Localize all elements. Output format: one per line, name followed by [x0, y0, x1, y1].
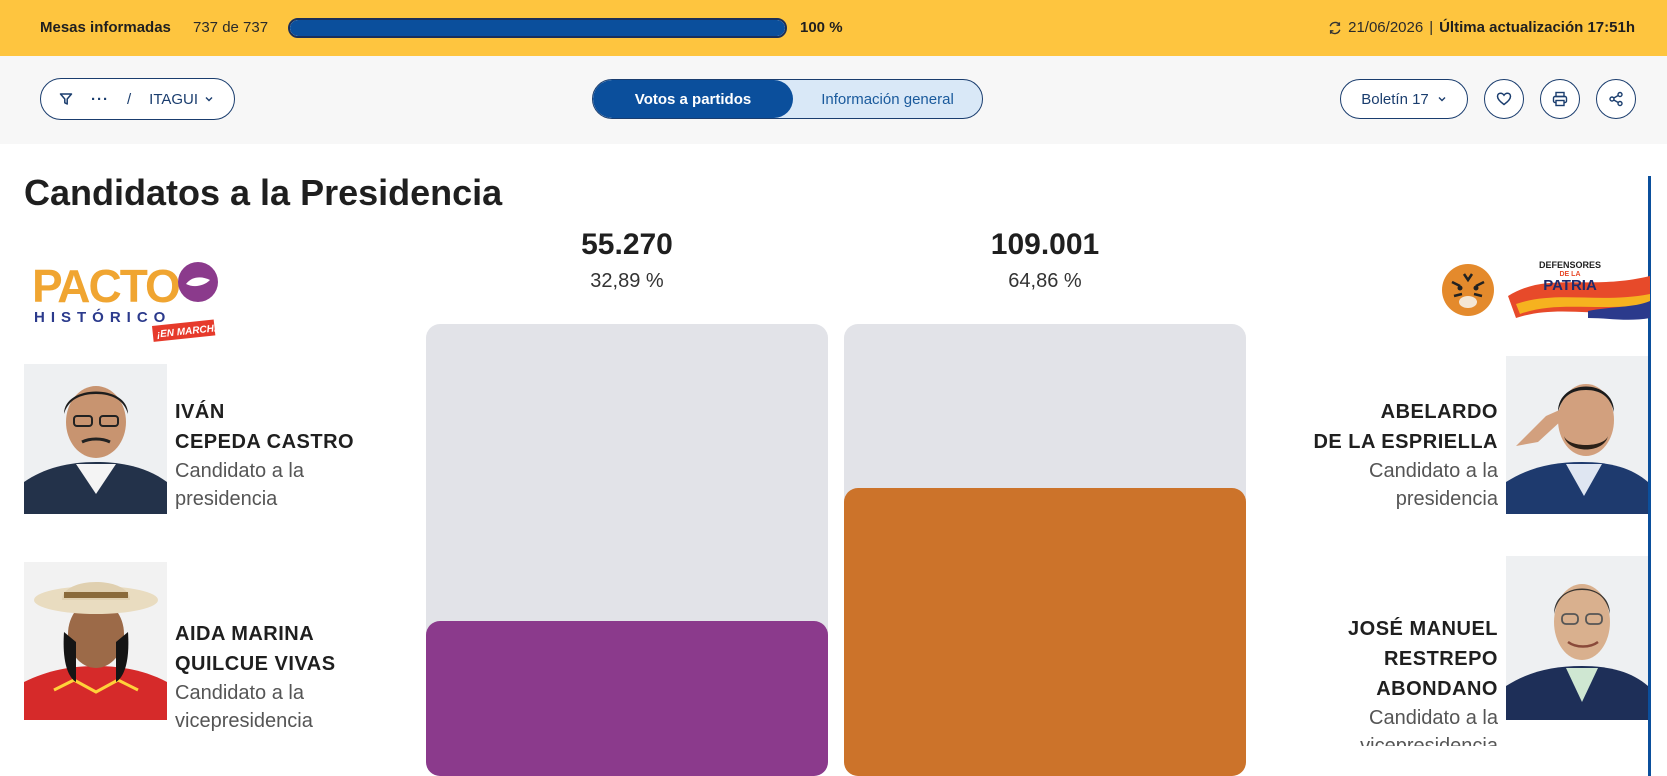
chevron-down-icon: [1438, 97, 1446, 102]
avatar: [24, 562, 167, 720]
candidate-role-line2: vicepresidencia: [175, 710, 313, 732]
party-logo-title-right: DEFENSORES: [1539, 260, 1601, 270]
candidate-info-ivan-cepeda: IVÁN CEPEDA CASTRO Candidato a la presid…: [175, 397, 395, 513]
avatar: [1506, 556, 1648, 720]
candidate-role-line2: presidencia: [1395, 488, 1498, 510]
printer-icon: [1552, 91, 1568, 107]
breadcrumb[interactable]: ··· / ITAGUI: [40, 78, 235, 120]
candidate-role-line1: Candidato a la: [1369, 460, 1498, 482]
bulletin-select[interactable]: Boletín 17: [1340, 79, 1468, 119]
candidate-role-line2: vicepresidencia: [1360, 735, 1498, 746]
pacto-historico-logo: PACTO HISTÓRICO ¡EN MARCHA!: [32, 260, 226, 342]
party-logo-tagline-right: PATRIA: [1543, 277, 1597, 294]
avatar: [1506, 356, 1648, 514]
tables-reported-count: 737 de 737: [193, 19, 269, 36]
status-bar: Mesas informadas 737 de 737 100 % 21/06/…: [0, 0, 1667, 56]
tables-progress-fill: [290, 20, 785, 36]
candidate-photo-ivan-cepeda: [24, 364, 167, 514]
share-button[interactable]: [1596, 79, 1636, 119]
defensores-de-la-patria-logo: DEFENSORES DE LA PATRIA: [1442, 260, 1650, 320]
breadcrumb-location[interactable]: ITAGUI: [149, 90, 199, 108]
candidate-role-line2: presidencia: [175, 488, 278, 510]
vote-bar-fill-right: [844, 488, 1246, 776]
votes-percent-right: 64,86 %: [1008, 270, 1082, 292]
tables-progress-bar: [288, 18, 787, 38]
favorite-button[interactable]: [1484, 79, 1524, 119]
last-update-time: Última actualización 17:51h: [1439, 19, 1635, 36]
candidate-info-abelardo: ABELARDO DE LA ESPRIELLA Candidato a la …: [1240, 397, 1498, 513]
toolbar: ··· / ITAGUI Votos a partidos Informació…: [0, 56, 1667, 144]
heart-icon: [1496, 92, 1512, 106]
filter-icon[interactable]: [59, 92, 73, 106]
breadcrumb-separator: /: [127, 90, 132, 108]
tab-votos-a-partidos[interactable]: Votos a partidos: [593, 80, 793, 118]
breadcrumb-ellipsis[interactable]: ···: [91, 90, 109, 108]
candidate-name-line1: AIDA MARINA: [175, 623, 315, 645]
chevron-down-icon: [205, 97, 213, 102]
candidate-name-line2: RESTREPO: [1383, 648, 1498, 670]
candidate-info-jose-restrepo: JOSÉ MANUEL RESTREPO ABONDANO Candidato …: [1240, 614, 1498, 746]
last-update-date: 21/06/2026: [1348, 19, 1424, 36]
last-update: 21/06/2026 | Última actualización 17:51h: [1328, 19, 1635, 36]
main-content: Candidatos a la Presidencia PACTO HISTÓR…: [0, 144, 1667, 776]
candidate-name-line1: JOSÉ MANUEL: [1348, 618, 1498, 640]
print-button[interactable]: [1540, 79, 1580, 119]
refresh-icon[interactable]: [1328, 21, 1342, 35]
tables-progress-percent: 100 %: [800, 19, 843, 36]
vote-bar-track-right: [844, 324, 1246, 776]
view-toggle: Votos a partidos Información general: [592, 79, 983, 119]
candidate-info-aida-quilcue: AIDA MARINA QUILCUE VIVAS Candidato a la…: [175, 619, 395, 735]
tables-reported-label: Mesas informadas: [40, 19, 171, 36]
votes-count-left: 55.270: [581, 228, 673, 261]
last-update-separator: |: [1429, 19, 1434, 36]
votes-count-right: 109.001: [990, 228, 1100, 261]
party-logo-title-left: PACTO: [32, 260, 179, 312]
votes-percent-left: 32,89 %: [590, 270, 664, 292]
candidate-name-line2: CEPEDA CASTRO: [175, 431, 355, 453]
candidate-photo-abelardo: [1506, 356, 1648, 514]
avatar: [24, 364, 167, 514]
candidate-name-line2: DE LA ESPRIELLA: [1313, 431, 1498, 453]
result-right: 109.001 64,86 %: [844, 228, 1246, 293]
vote-bar-track-left: [426, 324, 828, 776]
candidate-name-line2: QUILCUE VIVAS: [175, 653, 336, 675]
party-logo-subtitle-right: DE LA: [1560, 271, 1581, 278]
candidate-name-line3: ABONDANO: [1376, 678, 1498, 700]
page-title: Candidatos a la Presidencia: [24, 172, 503, 213]
candidate-photo-jose-restrepo: [1506, 556, 1648, 720]
tab-informacion-general[interactable]: Información general: [821, 90, 954, 108]
vote-bar-fill-left: [426, 621, 828, 776]
bulletin-select-value: Boletín 17: [1361, 90, 1429, 108]
candidate-role-line1: Candidato a la: [1369, 707, 1498, 729]
result-left: 55.270 32,89 %: [426, 228, 828, 293]
candidate-photo-aida-quilcue: [24, 562, 167, 720]
candidate-role-line1: Candidato a la: [175, 460, 304, 482]
candidate-name-line1: IVÁN: [175, 401, 225, 423]
scrollbar-indicator[interactable]: [1648, 176, 1651, 776]
share-icon: [1609, 91, 1623, 107]
candidate-name-line1: ABELARDO: [1380, 401, 1498, 423]
candidate-role-line1: Candidato a la: [175, 682, 304, 704]
party-logo-subtitle-left: HISTÓRICO: [34, 308, 171, 326]
